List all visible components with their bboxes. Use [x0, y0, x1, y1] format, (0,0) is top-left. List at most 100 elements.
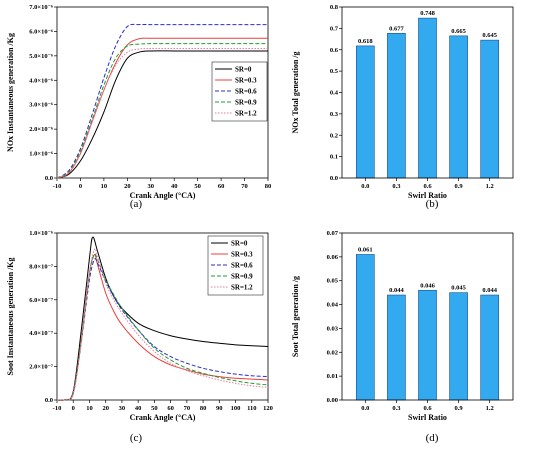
- y-tick-label: 7.0×10⁻⁶: [29, 4, 53, 11]
- x-tick-label: 40: [135, 405, 142, 412]
- y-tick-label: 0.04: [327, 302, 339, 309]
- bar-chart-1: 0.0 0.1 0.2 0.3 0.4 0.5 0.6 0.7 0.8 0.618 0.0 0.677…: [291, 4, 514, 210]
- x-tick-label: 1.2: [486, 405, 494, 412]
- bar-data-label: 0.061: [358, 246, 373, 253]
- x-tick-label: 1.2: [486, 183, 494, 190]
- x-tick-label: 0.0: [361, 405, 369, 412]
- y-tick-label: 0.4: [330, 90, 339, 97]
- series-line-sr-1-2: [56, 47, 268, 179]
- x-tick-label: 30: [148, 183, 155, 190]
- legend: SR=0 SR=0.3 SR=0.6 SR=0.9 SR=1.2: [211, 61, 268, 122]
- y-tick-label: 5.0×10⁻⁶: [29, 53, 53, 60]
- x-tick-label: 0.9: [455, 183, 464, 190]
- legend-label: SR=0.3: [235, 77, 257, 85]
- line-chart-2: -10 0 10 20 30 40 50 60 70 80 90 100 110 120 0.0 2.0×10…: [6, 230, 273, 444]
- series-line-sr-0-6: [56, 23, 268, 179]
- y-tick-label: 4.0×10⁻⁶: [29, 77, 53, 84]
- series-line-sr-0: [56, 50, 268, 179]
- x-tick-label: 120: [263, 405, 273, 412]
- y-tick-label: 0.7: [330, 25, 339, 32]
- bar: [480, 39, 499, 179]
- panel-tag: (b): [426, 198, 439, 210]
- bar-data-label: 0.046: [420, 282, 435, 289]
- bar-data-label: 0.677: [389, 25, 404, 32]
- x-axis-label: Swirl Ratio: [408, 413, 447, 422]
- y-tick-label: 0.2: [330, 132, 338, 139]
- x-tick-label: 0.0: [361, 183, 369, 190]
- bar-data-label: 0.665: [451, 28, 466, 35]
- x-tick-label: 0.6: [423, 183, 432, 190]
- bar-chart-3: 0.00 0.01 0.02 0.03 0.04 0.05 0.06 0.07 0.061 0.0…: [291, 230, 514, 444]
- y-tick-label: 3.0×10⁻⁶: [29, 102, 53, 109]
- y-tick-label: 0.0: [330, 175, 338, 182]
- y-tick-label: 0.03: [327, 325, 339, 332]
- x-tick-label: 50: [194, 183, 201, 190]
- legend-label: SR=0.3: [231, 251, 253, 259]
- x-tick-label: -10: [53, 405, 62, 412]
- y-tick-label: 0.02: [327, 349, 338, 356]
- y-tick-label: 0.5: [330, 68, 339, 75]
- x-tick-label: 100: [231, 405, 241, 412]
- x-tick-label: 60: [167, 405, 174, 412]
- legend-label: SR=0.6: [235, 88, 257, 96]
- x-tick-label: 0.3: [392, 183, 401, 190]
- panel-tag: (d): [426, 432, 439, 444]
- y-tick-label: 1.0×10⁻⁶: [29, 151, 53, 158]
- bar: [418, 289, 437, 401]
- x-tick-label: 20: [124, 183, 131, 190]
- series-line-sr-0-9: [56, 253, 269, 401]
- y-tick-label: 0.00: [327, 397, 338, 404]
- bar-data-label: 0.748: [420, 10, 435, 17]
- x-tick-label: 0: [79, 183, 82, 190]
- x-tick-label: 50: [151, 405, 158, 412]
- bar: [356, 45, 375, 179]
- y-tick-label: 0.0: [45, 397, 53, 404]
- y-axis-label: Soot Instantaneous generation /Kg: [6, 257, 15, 375]
- x-tick-label: 70: [184, 405, 191, 412]
- x-tick-label: 80: [265, 183, 272, 190]
- line-chart-0: -10 0 10 20 30 40 50 60 70 80 0.0 1.0×10⁻⁶ 2.0×10⁻⁶ 3…: [6, 4, 271, 210]
- x-tick-label: 0: [72, 405, 75, 412]
- x-tick-label: -10: [53, 183, 62, 190]
- x-tick-label: 40: [171, 183, 178, 190]
- x-tick-label: 110: [247, 405, 256, 412]
- y-tick-label: 0.05: [327, 278, 339, 285]
- y-tick-label: 2.0×10⁻⁶: [29, 126, 53, 133]
- bar: [418, 17, 437, 179]
- plot-frame: [56, 232, 269, 401]
- bar: [449, 35, 468, 179]
- y-tick-label: 6.0×10⁻⁶: [29, 28, 53, 35]
- y-tick-label: 0.6: [330, 47, 339, 54]
- legend-label: SR=0.9: [231, 273, 253, 281]
- bar-data-label: 0.045: [451, 285, 466, 292]
- y-axis-label: NOx Instantaneous generation /Kg: [6, 33, 15, 152]
- x-tick-label: 20: [102, 405, 109, 412]
- y-tick-label: 4.0×10⁻⁷: [29, 330, 53, 337]
- y-tick-label: 0.07: [327, 230, 339, 237]
- bar: [480, 294, 499, 401]
- panel-tag: (a): [130, 198, 143, 210]
- series-line-sr-0-3: [56, 37, 268, 179]
- bar: [387, 294, 406, 401]
- bar: [356, 254, 375, 401]
- x-axis-label: Swirl Ratio: [408, 191, 447, 200]
- y-tick-label: 0.8: [330, 4, 339, 11]
- y-axis-label: NOx Total generation /g: [291, 51, 300, 133]
- bar-data-label: 0.044: [482, 287, 497, 294]
- x-tick-label: 70: [241, 183, 248, 190]
- x-tick-label: 90: [216, 405, 223, 412]
- y-tick-label: 6.0×10⁻⁷: [29, 297, 53, 304]
- legend-label: SR=1.2: [231, 284, 253, 292]
- y-tick-label: 0.06: [327, 254, 339, 261]
- legend-label: SR=0.6: [231, 262, 253, 270]
- series-line-sr-0-9: [56, 43, 268, 179]
- y-tick-label: 8.0×10⁻⁷: [29, 263, 53, 270]
- x-axis-label: Crank Angle (°CA): [130, 191, 196, 200]
- y-tick-label: 1.0×10⁻⁶: [29, 230, 53, 237]
- legend-label: SR=0: [231, 240, 248, 248]
- panel-tag: (c): [130, 432, 143, 444]
- series-line-sr-1-2: [56, 248, 269, 401]
- bar-data-label: 0.645: [482, 32, 497, 39]
- y-tick-label: 0.3: [330, 111, 339, 118]
